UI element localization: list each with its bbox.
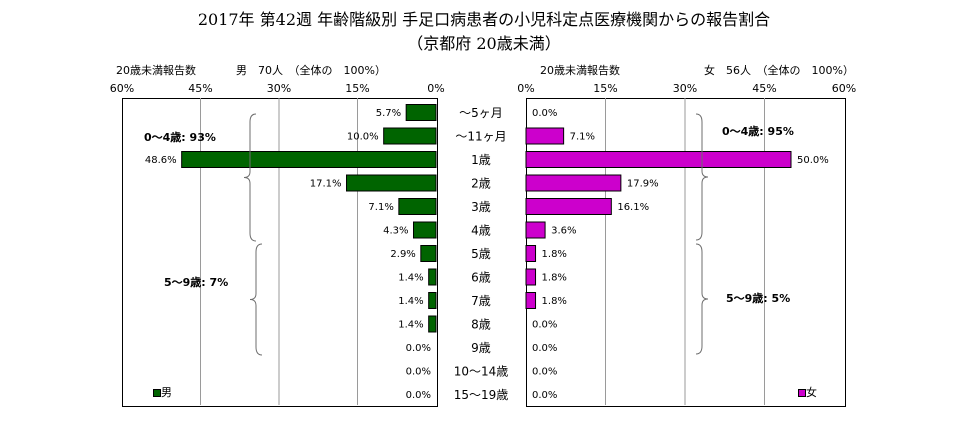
- age-category-label: 8歳: [471, 318, 491, 332]
- age-category-label: 5歳: [471, 247, 491, 261]
- male-header-label: 20歳未満報告数: [116, 64, 196, 77]
- male-value-label: 7.1%: [368, 202, 393, 213]
- male-group-label-0-4: 0～4歳: 93%: [144, 131, 216, 144]
- female-legend-label: 女: [806, 386, 817, 399]
- male-value-label: 0.0%: [406, 390, 431, 401]
- age-category-label: 15～19歳: [454, 388, 509, 402]
- male-value-label: 10.0%: [347, 132, 379, 143]
- female-value-label: 1.8%: [542, 273, 567, 284]
- female-x-tick-label: 30%: [673, 82, 697, 95]
- female-value-label: 0.0%: [532, 367, 557, 378]
- male-bar: [420, 245, 437, 262]
- male-bar: [405, 104, 437, 121]
- female-bar: [525, 127, 565, 145]
- female-bar: [525, 151, 792, 168]
- male-x-tick-label: 45%: [188, 82, 212, 95]
- age-category-label: 1歳: [471, 153, 491, 167]
- age-category-label: ～11ヶ月: [455, 130, 506, 144]
- age-category-label: 4歳: [471, 224, 491, 238]
- male-bar: [383, 127, 437, 145]
- female-value-label: 16.1%: [617, 202, 649, 213]
- age-category-label: 6歳: [471, 271, 491, 285]
- male-value-label: 0.0%: [406, 343, 431, 354]
- male-value-label: 0.0%: [406, 367, 431, 378]
- male-bar: [412, 221, 437, 239]
- male-value-label: 48.6%: [145, 155, 177, 166]
- female-header-detail: 女 56人 （全体の 100%）: [704, 64, 854, 77]
- male-x-tick-label: 15%: [345, 82, 369, 95]
- female-bar: [525, 198, 612, 215]
- male-value-label: 1.4%: [398, 273, 423, 284]
- female-group-label-0-4: 0～4歳: 95%: [722, 125, 794, 138]
- female-x-tick-label: 15%: [593, 82, 617, 95]
- female-value-label: 0.0%: [532, 390, 557, 401]
- male-x-tick-label: 0%: [427, 82, 444, 95]
- female-value-label: 1.8%: [542, 249, 567, 260]
- female-group-brace-0-4: [695, 113, 709, 241]
- female-header-label: 20歳未満報告数: [540, 64, 620, 77]
- female-bar: [525, 245, 537, 262]
- female-group-label-5-9: 5～9歳: 5%: [726, 292, 791, 305]
- male-value-label: 1.4%: [398, 296, 423, 307]
- male-value-label: 5.7%: [376, 108, 401, 119]
- male-value-label: 1.4%: [398, 320, 423, 331]
- male-bar: [428, 315, 437, 333]
- male-header-detail: 男 70人 （全体の 100%）: [236, 64, 386, 77]
- male-value-label: 2.9%: [390, 249, 415, 260]
- male-group-label-5-9: 5～9歳: 7%: [164, 276, 229, 289]
- age-category-label: ～5ヶ月: [459, 106, 503, 120]
- male-bar: [346, 174, 437, 192]
- female-value-label: 1.8%: [542, 296, 567, 307]
- female-value-label: 3.6%: [551, 226, 576, 237]
- chart-subtitle: （京都府 20歳未満）: [407, 34, 561, 53]
- male-x-tick-label: 60%: [110, 82, 134, 95]
- male-bar: [398, 198, 437, 215]
- female-x-tick-label: 45%: [752, 82, 776, 95]
- female-bar: [525, 292, 537, 309]
- female-bar: [525, 174, 622, 192]
- age-category-label: 10～14歳: [454, 365, 509, 379]
- female-value-label: 7.1%: [570, 132, 595, 143]
- female-value-label: 0.0%: [532, 343, 557, 354]
- female-value-label: 50.0%: [797, 155, 829, 166]
- male-legend: 男: [153, 384, 172, 400]
- age-category-label: 7歳: [471, 294, 491, 308]
- male-x-tick-label: 30%: [267, 82, 291, 95]
- female-group-brace-5-9: [695, 243, 709, 355]
- female-bar: [525, 268, 537, 286]
- chart-title: 2017年 第42週 年齢階級別 手足口病患者の小児科定点医療機関からの報告割合: [197, 10, 771, 29]
- male-bar: [428, 268, 437, 286]
- male-plot-area: [122, 98, 438, 407]
- male-value-label: 4.3%: [383, 226, 408, 237]
- female-legend: 女: [798, 384, 817, 400]
- male-legend-swatch: [153, 389, 161, 397]
- female-value-label: 0.0%: [532, 320, 557, 331]
- age-category-label: 2歳: [471, 177, 491, 191]
- female-x-tick-label: 0%: [517, 82, 534, 95]
- male-group-brace-5-9: [249, 243, 263, 356]
- female-bar: [525, 221, 546, 239]
- male-legend-label: 男: [161, 386, 172, 399]
- age-category-label: 3歳: [471, 200, 491, 214]
- male-group-brace-0-4: [243, 113, 257, 242]
- female-value-label: 0.0%: [532, 108, 557, 119]
- male-value-label: 17.1%: [310, 179, 342, 190]
- female-value-label: 17.9%: [627, 179, 659, 190]
- male-bar: [181, 151, 437, 168]
- female-plot-area: [526, 98, 846, 407]
- female-legend-swatch: [798, 389, 806, 397]
- male-bar: [428, 292, 437, 309]
- female-x-tick-label: 60%: [832, 82, 856, 95]
- age-category-label: 9歳: [471, 341, 491, 355]
